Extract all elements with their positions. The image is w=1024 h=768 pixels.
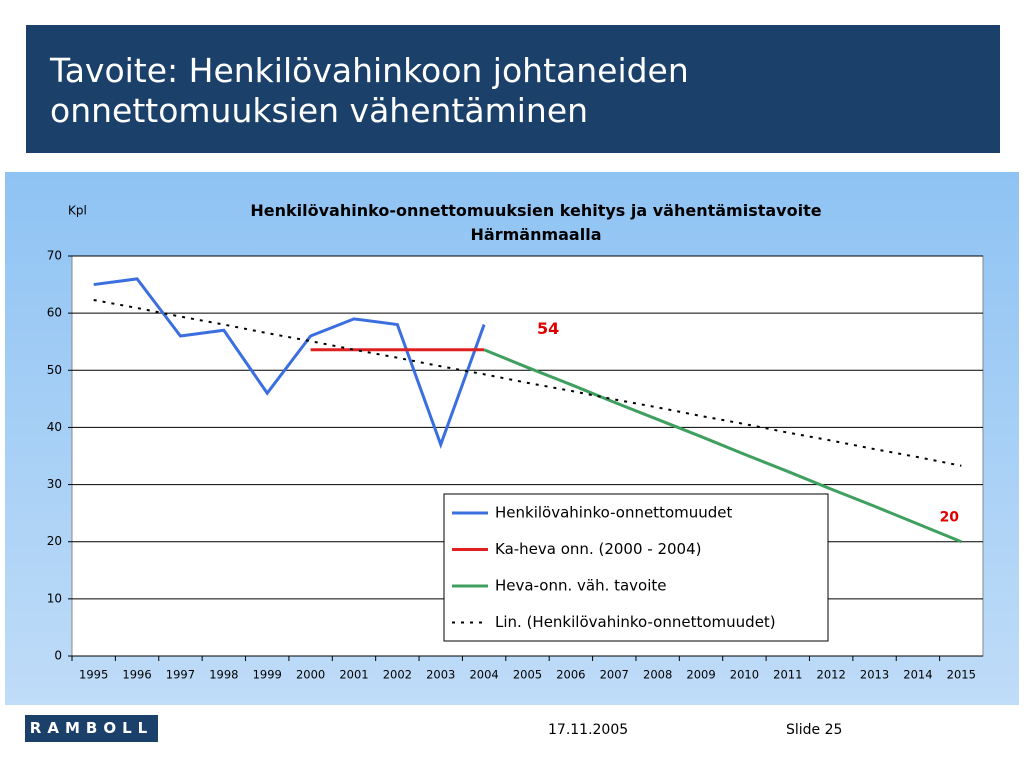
x-tick-label: 2005	[513, 668, 542, 682]
chart-panel: Kpl 0 10 20 30 40 50 60 70 1995 1996 1997 1998 1999 20…	[5, 172, 1019, 705]
x-tick-label: 1997	[166, 668, 195, 682]
x-tick-label: 2008	[643, 668, 672, 682]
x-tick-label: 2002	[383, 668, 412, 682]
value-label: 20	[940, 510, 960, 526]
x-tick-label: 2010	[730, 668, 759, 682]
x-tick-label: 1996	[122, 668, 151, 682]
y-tick-label: 0	[54, 649, 62, 663]
series-line	[483, 348, 962, 544]
slide-number: Slide 25	[786, 722, 843, 738]
y-tick-label: 20	[47, 534, 62, 548]
logo: RAMBOLL	[25, 715, 158, 742]
x-tick-label: 2004	[469, 668, 498, 682]
legend-label: Henkilövahinko-onnettomuudet	[495, 504, 732, 522]
x-tick-label: 2014	[903, 668, 932, 682]
y-tick-label: 40	[47, 420, 62, 434]
y-axis-label: Kpl	[68, 204, 87, 218]
date: 17.11.2005	[548, 722, 629, 738]
value-label: 54	[537, 319, 559, 338]
x-tick-label: 2015	[947, 668, 976, 682]
x-tick-label: 2006	[556, 668, 585, 682]
legend	[443, 493, 829, 642]
slide-title: Tavoite: Henkilövahinkoon johtaneiden on…	[50, 51, 689, 130]
x-tick-label: 2011	[773, 668, 802, 682]
series-line	[93, 277, 486, 449]
y-tick-label: 70	[47, 249, 62, 263]
legend-label: Ka-heva onn. (2000 - 2004)	[495, 540, 701, 558]
x-tick-label: 2001	[339, 668, 368, 682]
x-tick-label: 2009	[686, 668, 715, 682]
chart-title: Henkilövahinko-onnettomuuksien kehitys j…	[250, 201, 822, 244]
chart: Kpl 0 10 20 30 40 50 60 70 1995 1996 1997 1998 1999 20…	[47, 204, 984, 682]
y-tick-label: 50	[47, 363, 62, 377]
y-tick-label: 60	[47, 306, 62, 320]
y-tick-label: 10	[47, 591, 62, 605]
x-tick-label: 1999	[253, 668, 282, 682]
x-tick-label: 2012	[817, 668, 846, 682]
x-tick-label: 2013	[860, 668, 889, 682]
y-tick-label: 30	[47, 477, 62, 491]
series-line	[93, 299, 962, 467]
legend-label: Heva-onn. väh. tavoite	[495, 577, 667, 595]
x-tick-label: 2007	[600, 668, 629, 682]
header: Tavoite: Henkilövahinkoon johtaneiden on…	[26, 25, 1000, 153]
x-tick-label: 2000	[296, 668, 325, 682]
legend-label: Lin. (Henkilövahinko-onnettomuudet)	[495, 613, 776, 631]
x-tick-label: 2003	[426, 668, 455, 682]
x-tick-label: 1998	[209, 668, 238, 682]
x-tick-label: 1995	[79, 668, 108, 682]
